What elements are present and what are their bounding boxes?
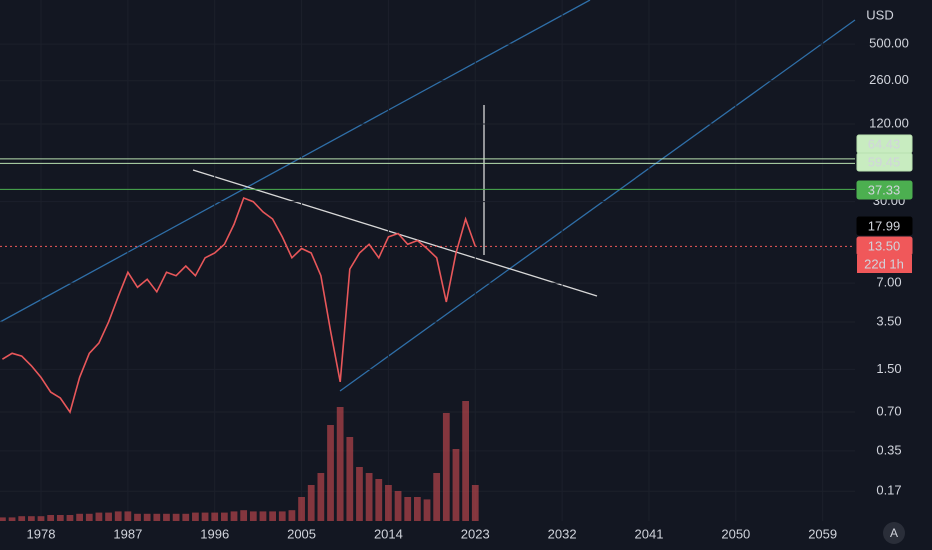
- drawings: [0, 0, 856, 392]
- auto-scale-label[interactable]: A: [890, 526, 898, 540]
- y-tick-label: 500.00: [869, 36, 909, 51]
- volume-bar: [192, 512, 199, 521]
- price-badge: [856, 152, 913, 172]
- volume-bar: [327, 425, 334, 521]
- x-tick-label: 1978: [27, 526, 56, 541]
- price-line-series: [1, 196, 477, 414]
- volume-bar: [211, 512, 219, 521]
- channel-upper: [0, 0, 591, 323]
- volume-bar: [105, 512, 112, 521]
- y-tick-label: 1.50: [876, 361, 901, 376]
- price-badge: [856, 216, 913, 236]
- volume-bar: [269, 511, 276, 521]
- price-badge-label: 64.43: [868, 136, 901, 151]
- price-badge-label: 37.33: [868, 182, 901, 197]
- volume-bar: [0, 517, 6, 521]
- channel-lower: [339, 19, 856, 392]
- y-tick-label: 0.35: [876, 442, 901, 457]
- volume-bar: [278, 511, 286, 521]
- trend-line: [192, 169, 598, 297]
- volume-bar: [442, 413, 450, 521]
- volume-bar: [85, 513, 93, 521]
- volume-bar: [346, 437, 354, 521]
- x-tick-label: 2050: [721, 526, 750, 541]
- y-tick-label: 7.00: [876, 275, 901, 290]
- x-tick-label: 1996: [200, 526, 229, 541]
- volume-bar: [124, 511, 132, 521]
- volume-bar: [462, 401, 469, 521]
- price-badge-label: 17.99: [868, 218, 901, 233]
- price-badge: [856, 180, 913, 200]
- volume-bar: [249, 511, 257, 521]
- volume-bar: [259, 511, 267, 521]
- volume-bar: [37, 516, 45, 521]
- volume-bar: [163, 513, 170, 521]
- volume-bar: [76, 513, 83, 521]
- volume-bar: [201, 512, 209, 521]
- volume-bar: [182, 513, 190, 521]
- volume-bar: [356, 467, 363, 521]
- volume-bar: [95, 512, 103, 521]
- volume-bar: [394, 491, 402, 521]
- volume-bar: [134, 513, 141, 521]
- volume-bar: [423, 499, 431, 521]
- volume-bar: [47, 515, 55, 521]
- volume-bar: [385, 485, 392, 521]
- x-tick-label: 2041: [635, 526, 664, 541]
- volume-bar: [66, 515, 74, 521]
- countdown-label: 22d 1h: [864, 256, 904, 271]
- volume-bar: [143, 513, 151, 521]
- volume-bar: [452, 449, 460, 521]
- price-badge-label: 59.45: [868, 154, 901, 169]
- volume-bar: [18, 516, 26, 521]
- y-tick-label: 0.70: [876, 403, 901, 418]
- volume-bar: [114, 511, 122, 521]
- y-tick-label: 0.17: [876, 483, 901, 498]
- volume-bar: [56, 515, 64, 521]
- x-tick-label: 2059: [808, 526, 837, 541]
- volume-bar: [288, 510, 296, 521]
- volume-bar: [336, 407, 344, 521]
- volume-bar: [471, 485, 479, 521]
- y-tick-label: 3.50: [876, 313, 901, 328]
- volume-bar: [240, 510, 248, 521]
- price-badge-label: 13.50: [868, 238, 901, 253]
- x-tick-label: 2014: [374, 526, 403, 541]
- volume-bar: [375, 479, 383, 521]
- volume-bar: [172, 513, 180, 521]
- x-tick-label: 2005: [287, 526, 316, 541]
- volume-bar: [8, 517, 16, 521]
- currency-label: USD: [866, 7, 893, 22]
- volume-bar: [404, 497, 412, 521]
- x-tick-label: 2023: [461, 526, 490, 541]
- y-tick-label: 120.00: [869, 115, 909, 130]
- countdown-badge: [857, 255, 912, 273]
- x-tick-label: 1987: [113, 526, 142, 541]
- auto-scale-button[interactable]: [883, 522, 905, 544]
- volume-bar: [27, 516, 35, 521]
- volume-bar: [230, 511, 238, 521]
- volume-bar: [298, 497, 305, 521]
- volume-bar: [220, 512, 228, 521]
- x-tick-label: 2032: [548, 526, 577, 541]
- volume-bar: [307, 485, 315, 521]
- volume-bar: [413, 497, 421, 521]
- y-tick-label: 260.00: [869, 72, 909, 87]
- volume-bar: [365, 473, 373, 521]
- volume-bar: [317, 473, 325, 521]
- volume-bar: [153, 513, 161, 521]
- volume-bar: [433, 473, 441, 521]
